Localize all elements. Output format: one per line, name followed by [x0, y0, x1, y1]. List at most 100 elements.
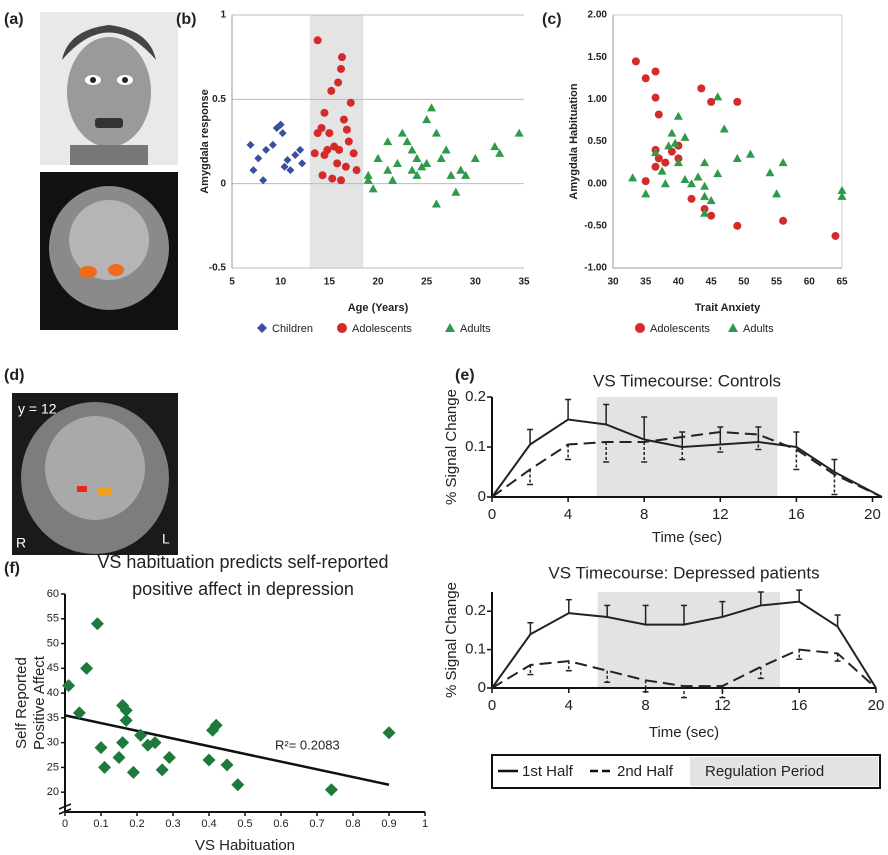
point [221, 758, 234, 771]
side-label: R [16, 535, 26, 551]
point [383, 166, 392, 174]
x-tick-label: 0.1 [93, 818, 108, 830]
point [667, 129, 676, 137]
point [327, 87, 335, 95]
mouth [95, 118, 123, 128]
error-bar [566, 600, 572, 613]
point [259, 176, 267, 184]
point [432, 129, 441, 137]
x-tick-label: 25 [421, 277, 433, 288]
point [311, 149, 319, 157]
point [746, 150, 755, 158]
y-tick-label: 60 [47, 588, 59, 600]
point [374, 154, 383, 162]
slice-caption: y = 12 [18, 401, 57, 417]
point [427, 103, 436, 111]
shade-region [310, 15, 364, 268]
point [422, 115, 431, 123]
trend-line [65, 715, 389, 784]
point [680, 133, 689, 141]
point [296, 146, 304, 154]
point [246, 141, 254, 149]
point [700, 182, 709, 190]
white-matter [45, 416, 145, 520]
x-tick-label: 16 [788, 506, 805, 523]
point [642, 177, 650, 185]
point [772, 189, 781, 197]
panel-label: (c) [542, 11, 562, 28]
y-tick-label: 0.1 [465, 641, 486, 658]
point [383, 137, 392, 145]
error-bar [565, 445, 571, 460]
point [325, 129, 333, 137]
activation [77, 486, 87, 492]
x-tick-label: 8 [640, 506, 648, 523]
panel-label: (a) [4, 11, 24, 28]
x-tick-label: 0 [62, 818, 68, 830]
x-tick-label: 20 [868, 697, 885, 714]
point [779, 217, 787, 225]
point [490, 142, 499, 150]
point [291, 151, 299, 159]
x-tick-label: 16 [791, 697, 808, 714]
y-tick-label: 25 [47, 761, 59, 773]
x-tick-label: 0 [488, 506, 496, 523]
point [422, 159, 431, 167]
x-tick-label: 0.4 [201, 818, 216, 830]
point [335, 146, 343, 154]
point [713, 169, 722, 177]
legend-label: Adolescents [650, 323, 710, 335]
point [831, 232, 839, 240]
point [320, 109, 328, 117]
panel-label: (b) [176, 11, 196, 28]
panel-label: (d) [4, 367, 24, 384]
panel-label: (f) [4, 560, 20, 577]
legend-swatch [337, 323, 347, 333]
y-tick-label: 30 [47, 737, 59, 749]
point [451, 188, 460, 196]
point [632, 57, 640, 65]
y-axis-label: Positive Affect [31, 655, 48, 750]
x-tick-label: 12 [714, 697, 731, 714]
point [707, 196, 716, 204]
error-bar [565, 400, 571, 420]
point [254, 154, 262, 162]
legend-label: Children [272, 323, 313, 335]
x-tick-label: 20 [864, 506, 881, 523]
y-tick-label: 0 [220, 178, 226, 189]
x-tick-label: 4 [564, 506, 572, 523]
point [442, 145, 451, 153]
chart-title: VS Timecourse: Controls [593, 371, 781, 390]
y-axis-label: Amygdala response [199, 89, 211, 194]
point [127, 766, 140, 779]
x-tick-label: 1 [422, 818, 428, 830]
point [314, 129, 322, 137]
point [334, 78, 342, 86]
point [340, 116, 348, 124]
y-tick-label: 0.2 [465, 602, 486, 619]
x-tick-label: 35 [640, 277, 652, 288]
y-axis-label: Self Reported [13, 657, 30, 749]
y-tick-label: 1 [220, 10, 226, 21]
point [641, 189, 650, 197]
x-tick-label: 0.2 [129, 818, 144, 830]
error-bar [793, 432, 799, 447]
point [652, 94, 660, 102]
y-tick-label: 55 [47, 613, 59, 625]
chart-title: VS habituation predicts self-reported [97, 552, 388, 572]
point [456, 166, 465, 174]
point [353, 166, 361, 174]
y-tick-label: 45 [47, 662, 59, 674]
point [447, 171, 456, 179]
face [67, 37, 151, 147]
point [642, 74, 650, 82]
x-tick-label: 10 [275, 277, 287, 288]
error-bar [831, 475, 837, 495]
x-axis-label: Time (sec) [649, 724, 719, 741]
x-tick-label: 0 [488, 697, 496, 714]
point [279, 129, 287, 137]
y-tick-label: -0.5 [209, 263, 227, 274]
point [269, 141, 277, 149]
point [328, 175, 336, 183]
y-tick-label: 40 [47, 687, 59, 699]
